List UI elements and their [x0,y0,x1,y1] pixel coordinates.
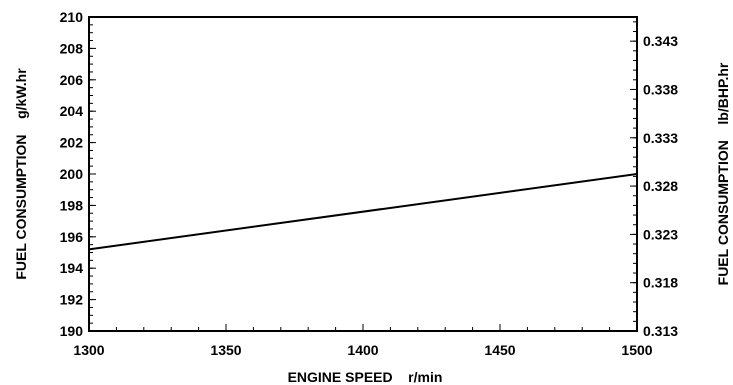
y-tick-labels: 190 192 194 196 198 200 202 204 206 208 210 [60,9,84,339]
y-tick-label: 200 [60,166,84,182]
y-tick-label: 206 [60,72,84,88]
y2-tick-label: 0.313 [643,323,678,339]
y-tick-label: 208 [60,40,84,56]
y2-tick-label: 0.323 [643,226,678,242]
x-tick-label: 1350 [210,342,241,358]
y2-tick-label: 0.328 [643,178,678,194]
x-tick-labels: 1300 1350 1400 1450 1500 [73,342,652,358]
y-tick-label: 190 [60,323,84,339]
y2-tick-labels: 0.313 0.318 0.323 0.328 0.333 0.338 0.343 [643,33,678,339]
y-tick-label: 210 [60,9,84,25]
series-group [88,173,638,251]
y2-tick-label: 0.338 [643,81,678,97]
y-tick-label: 194 [60,260,84,276]
y2-tick-label: 0.318 [643,275,678,291]
y2-axis-title: FUEL CONSUMPTION lb/BHP.hr [715,62,731,285]
y-axis-title: FUEL CONSUMPTION g/kW.hr [13,68,29,280]
series-line-0 [88,173,638,251]
y2-tick-label: 0.333 [643,130,678,146]
y2-tick-label: 0.343 [643,33,678,49]
x-tick-label: 1500 [621,342,652,358]
y-tick-label: 192 [60,292,84,308]
y-tick-label: 198 [60,197,84,213]
plot-area [88,16,638,332]
x-axis-title: ENGINE SPEED r/min [288,369,443,385]
major-ticks [88,16,638,332]
y-tick-label: 204 [60,103,84,119]
x-tick-label: 1300 [73,342,104,358]
x-tick-label: 1450 [484,342,515,358]
x-tick-label: 1400 [347,342,378,358]
y-tick-label: 202 [60,135,84,151]
y-tick-label: 196 [60,229,84,245]
